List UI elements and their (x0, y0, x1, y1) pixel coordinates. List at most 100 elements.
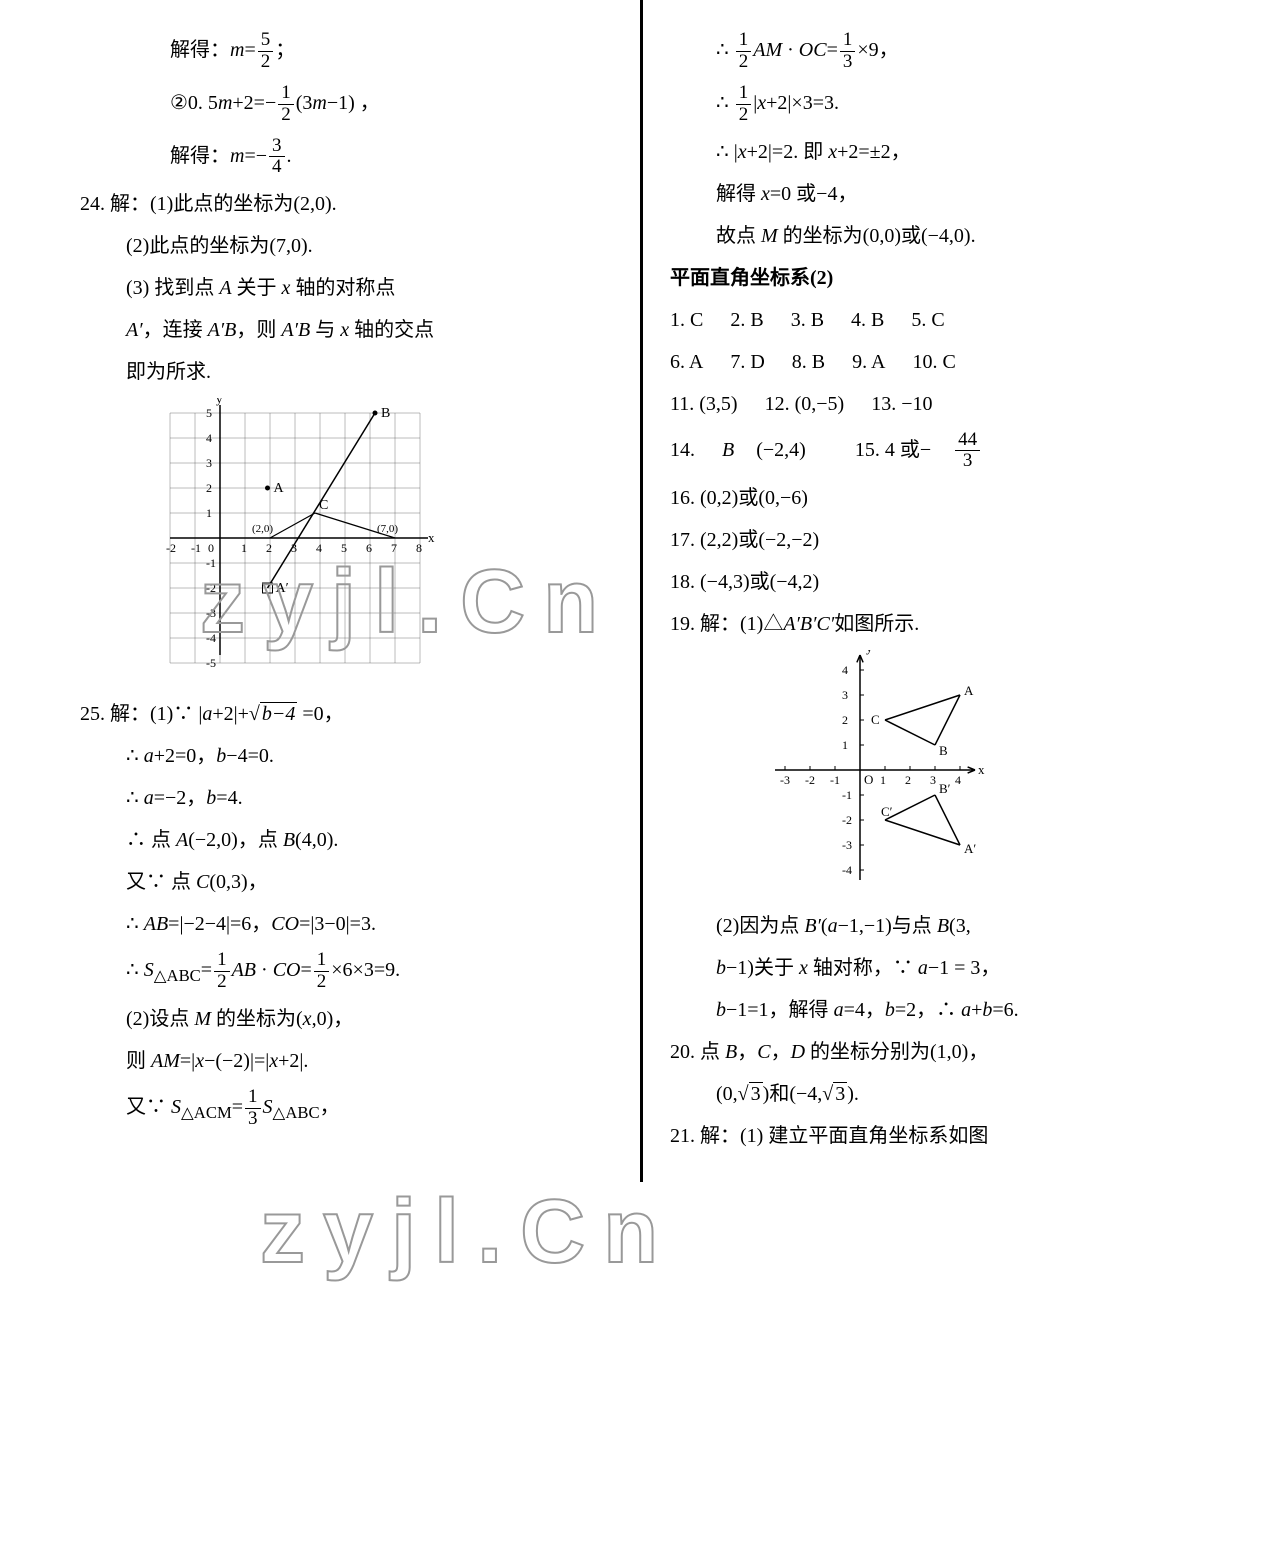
ans: 15. 4 或−443 (855, 439, 1024, 461)
text: −1=1，解得 (726, 999, 834, 1021)
line: 故点 M 的坐标为(0,0)或(−4,0). (670, 220, 1200, 252)
text: 与 (310, 319, 340, 341)
line: ∴ AB=|−2−4|=6，CO=|3−0|=3. (80, 908, 610, 940)
problem-21: 21. 解：(1) 建立平面直角坐标系如图 (670, 1120, 1200, 1152)
var: b (716, 957, 726, 979)
var: m (312, 92, 326, 114)
svg-text:-1: -1 (830, 773, 840, 787)
line: 则 AM=|x−(−2)|=|x+2|. (80, 1045, 610, 1077)
var: m (218, 92, 232, 114)
line: 又∵ 点 C(0,3)， (80, 866, 610, 898)
text: = (827, 39, 838, 61)
text: (4,0). (295, 829, 338, 851)
svg-text:-2: -2 (166, 541, 176, 555)
svg-text:x: x (978, 762, 985, 777)
text: 20. 点 (670, 1041, 725, 1063)
text: +2|=2. 即 (747, 141, 829, 163)
svg-text:-2: -2 (842, 813, 852, 827)
svg-text:y: y (216, 398, 223, 406)
svg-text:x: x (428, 530, 435, 545)
text: ∴ (716, 39, 734, 61)
den: 2 (314, 972, 330, 993)
var: A (219, 277, 231, 299)
var: a (144, 787, 154, 809)
text: (0, (716, 1083, 738, 1105)
svg-text:2: 2 (905, 773, 911, 787)
line: ∴ a=−2，b=4. (80, 782, 610, 814)
line: ②0. 5m+2=−12(3m−1) ， (80, 83, 610, 126)
line: 16. (0,2)或(0,−6) (670, 482, 1200, 514)
sqrt: 3 (833, 1082, 847, 1105)
var: CO (273, 959, 301, 981)
var: m (230, 145, 244, 167)
num: 1 (278, 83, 294, 105)
text: 解得： (170, 145, 230, 167)
var: M (194, 1008, 211, 1030)
fraction: 52 (258, 30, 274, 73)
line: (3) 找到点 A 关于 x 轴的对称点 (80, 272, 610, 304)
svg-text:3: 3 (842, 688, 848, 702)
text: = (232, 1096, 243, 1118)
ans: 6. A (670, 351, 703, 373)
ans: 5. C (911, 309, 944, 331)
text: 如图所示. (834, 613, 919, 635)
var: B′ (804, 915, 821, 937)
svg-text:8: 8 (416, 541, 422, 555)
text: ). (847, 1083, 859, 1105)
text: ×9， (857, 39, 898, 61)
var: B (725, 1041, 737, 1063)
watermark: zyjl.Cn (260, 1160, 676, 1304)
fraction: 12 (736, 30, 752, 73)
grid-svg: -2-112345678-5-4-3-2-1123450xyABCA′(2,0)… (160, 398, 460, 678)
ans: 2. B (730, 309, 763, 331)
line: 解得：m=52； (80, 30, 610, 73)
text: ，则 (236, 319, 281, 341)
line: (2)此点的坐标为(7,0). (80, 230, 610, 262)
var: A (176, 829, 188, 851)
svg-text:4: 4 (316, 541, 322, 555)
var: a (828, 915, 838, 937)
text: 的坐标为(0,0)或(−4,0). (778, 225, 976, 247)
num: 44 (955, 430, 980, 452)
text: (3) 找到点 (126, 277, 219, 299)
den: 2 (278, 105, 294, 126)
ans: 8. B (792, 351, 825, 373)
text: ， (320, 1096, 340, 1118)
svg-text:-1: -1 (206, 556, 216, 570)
fraction: 34 (269, 136, 285, 179)
svg-text:1: 1 (241, 541, 247, 555)
line: ∴ 12AM · OC=13×9， (670, 30, 1200, 73)
coordinate-chart-2: -3-2-11234-4-3-2-11234OxyABCA′B′C′ (750, 650, 1200, 900)
text: = (244, 39, 255, 61)
text: ( (821, 915, 828, 937)
svg-text:-3: -3 (780, 773, 790, 787)
var: a (834, 999, 844, 1021)
var: OC (799, 39, 827, 61)
svg-text:6: 6 (366, 541, 372, 555)
answers-row: 14. B(−2,4) 15. 4 或−443 (670, 430, 1200, 473)
ans: 13. −10 (871, 393, 932, 415)
den: 2 (736, 52, 752, 73)
svg-text:-4: -4 (842, 863, 852, 877)
svg-text:4: 4 (955, 773, 961, 787)
num: 1 (214, 950, 230, 972)
svg-text:5: 5 (206, 406, 212, 420)
text: =6. (992, 999, 1018, 1021)
text: 又∵ (126, 1096, 171, 1118)
column-divider (640, 0, 643, 1182)
ans: 10. C (912, 351, 955, 373)
text: ， (737, 1041, 757, 1063)
line: 解得：m=−34. (80, 136, 610, 179)
svg-text:-1: -1 (842, 788, 852, 802)
text: 故点 (716, 225, 761, 247)
var: b (982, 999, 992, 1021)
svg-text:A′: A′ (276, 581, 289, 596)
text: 18. (−4,3)或(−4,2) (670, 571, 819, 593)
text: (3 (296, 92, 313, 114)
svg-text:C′: C′ (881, 804, 893, 819)
ans: 9. A (852, 351, 885, 373)
text: = (201, 959, 212, 981)
text: 25. 解：(1)∵ | (80, 703, 202, 725)
var: S (263, 1096, 273, 1118)
line: 18. (−4,3)或(−4,2) (670, 566, 1200, 598)
